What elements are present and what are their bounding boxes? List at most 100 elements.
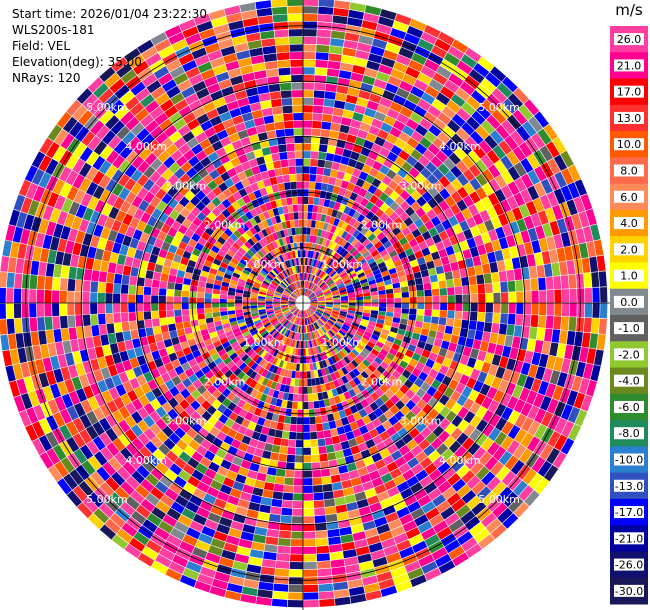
range-gate — [399, 106, 413, 118]
range-gate — [80, 193, 93, 207]
range-gate — [208, 348, 218, 357]
range-gate — [129, 357, 140, 369]
range-gate — [313, 105, 324, 114]
range-gate — [370, 382, 380, 392]
range-gate — [178, 263, 187, 272]
range-gate — [274, 568, 289, 577]
range-gate — [491, 109, 507, 124]
range-gate — [311, 339, 315, 348]
range-gate — [119, 244, 129, 256]
range-gate — [285, 312, 292, 317]
range-gate — [247, 324, 256, 331]
range-gate — [232, 220, 241, 230]
range-gate — [267, 428, 276, 437]
range-gate — [276, 324, 283, 331]
range-gate — [502, 491, 518, 507]
range-gate — [300, 288, 302, 296]
range-gate — [370, 310, 379, 315]
range-gate — [536, 327, 546, 341]
range-gate — [462, 285, 470, 295]
range-gate — [265, 303, 273, 305]
range-gate — [65, 170, 79, 186]
range-gate — [480, 120, 495, 135]
range-gate — [479, 341, 489, 352]
range-gate — [445, 227, 456, 238]
range-gate — [124, 256, 134, 267]
range-gate — [306, 363, 311, 371]
colorbar-tick-label: 0.0 — [620, 296, 638, 309]
range-gate — [375, 341, 384, 349]
range-gate — [359, 247, 368, 255]
range-gate — [339, 350, 346, 358]
range-gate — [241, 343, 250, 351]
range-gate — [68, 390, 81, 406]
range-gate — [281, 507, 293, 516]
range-gate — [427, 397, 439, 408]
range-gate — [369, 337, 378, 345]
range-gate — [428, 468, 442, 482]
range-gate — [221, 86, 235, 97]
range-gate — [494, 344, 504, 356]
range-gate — [479, 451, 493, 466]
range-gate — [491, 272, 500, 283]
range-gate — [322, 375, 329, 384]
range-gate — [155, 500, 171, 514]
range-gate — [293, 386, 299, 394]
range-gate — [310, 447, 319, 455]
range-gate — [244, 252, 252, 260]
range-gate — [283, 485, 294, 493]
range-gate — [368, 352, 377, 361]
range-gate — [318, 237, 324, 245]
range-gate — [307, 308, 313, 315]
range-gate — [139, 147, 152, 161]
range-gate — [247, 192, 257, 202]
range-gate — [277, 285, 285, 291]
range-gate — [99, 189, 112, 203]
range-gate — [164, 105, 178, 118]
range-gate — [284, 182, 291, 190]
range-gate — [345, 24, 361, 35]
range-gate — [348, 438, 358, 448]
range-gate — [251, 431, 261, 441]
range-gate — [250, 55, 265, 65]
range-gate — [238, 154, 249, 164]
range-gate — [506, 358, 516, 371]
range-gate — [335, 504, 348, 514]
range-gate — [454, 445, 467, 459]
range-gate — [244, 316, 253, 322]
range-gate — [197, 384, 207, 395]
range-gate — [388, 375, 398, 384]
range-gate — [104, 354, 115, 367]
range-gate — [291, 283, 296, 290]
range-gate — [185, 93, 199, 105]
range-gate — [435, 241, 445, 251]
range-gate — [94, 248, 104, 261]
range-gate — [364, 344, 373, 352]
range-gate — [260, 350, 268, 358]
range-gate — [366, 463, 378, 474]
range-gate — [236, 389, 245, 399]
range-gate — [203, 145, 215, 156]
range-gate — [303, 569, 318, 577]
range-gate — [291, 332, 296, 340]
range-gate — [201, 526, 216, 538]
range-gate — [498, 140, 512, 155]
range-gate — [322, 273, 329, 281]
range-gate — [438, 347, 448, 358]
range-gate — [240, 272, 249, 279]
colorbar-tick-background — [614, 453, 644, 466]
range-gate — [335, 333, 343, 341]
range-gate — [456, 231, 466, 243]
range-gate — [327, 280, 335, 287]
range-gate — [241, 112, 254, 122]
range-gate — [68, 201, 80, 216]
range-gate — [59, 424, 72, 440]
range-gate — [534, 182, 546, 198]
range-gate — [469, 415, 482, 428]
range-gate — [250, 292, 259, 296]
range-gate — [523, 215, 535, 230]
range-gate — [47, 399, 60, 415]
range-gate — [317, 306, 325, 309]
range-gate — [283, 113, 293, 121]
range-gate — [145, 270, 154, 280]
